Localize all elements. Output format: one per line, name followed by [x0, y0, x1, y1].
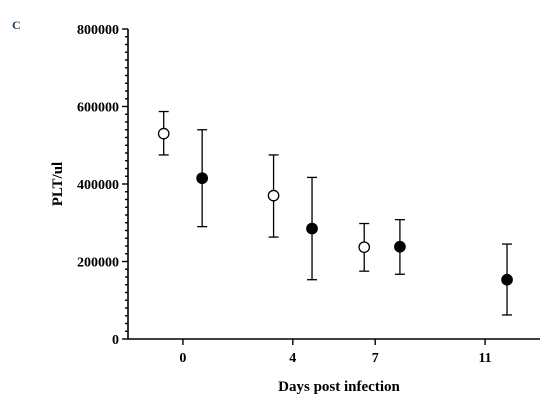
filled-circle-point [196, 172, 209, 185]
y-tick-label: 200000 [77, 256, 119, 271]
open-circle-point [267, 189, 280, 202]
x-axis-title: Days post infection [278, 379, 400, 395]
x-tick-label: 7 [372, 351, 379, 366]
filled-circle-point [394, 240, 406, 253]
y-tick-label: 600000 [77, 101, 119, 116]
x-tick-label: 0 [179, 351, 186, 366]
y-axis-title: PLT/ul [50, 162, 66, 206]
x-tick-label: 4 [289, 351, 296, 366]
y-tick-label: 800000 [77, 23, 119, 38]
filled-circle-point [306, 222, 318, 235]
data-marks [157, 110, 513, 316]
panel-label: C [12, 18, 21, 32]
axes: 0 200000 400000 600000 800000 0 4 7 11 [77, 23, 540, 366]
open-circle-point [358, 241, 371, 254]
x-tick-label: 11 [478, 351, 491, 366]
y-tick-label: 0 [112, 333, 119, 348]
y-tick-label: 400000 [77, 178, 119, 193]
filled-circle-point [501, 273, 513, 286]
open-circle-point [157, 127, 170, 140]
